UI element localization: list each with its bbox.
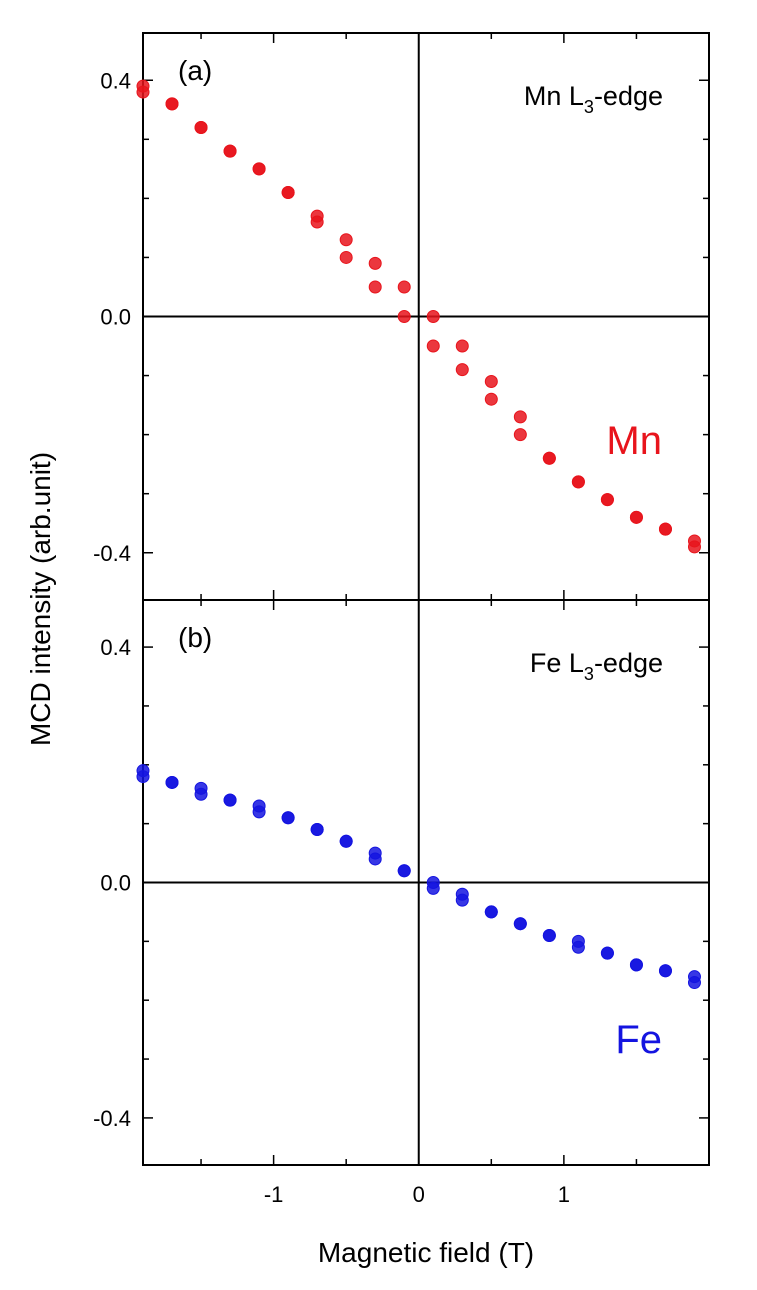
data-point [484, 374, 498, 388]
data-point [687, 534, 701, 548]
edge-label-rest: -edge [594, 81, 663, 111]
series-sweep-up [136, 764, 701, 984]
edge-label: Mn L3-edge [524, 81, 663, 117]
x-tick-label: -1 [264, 1182, 284, 1207]
data-point [136, 85, 150, 99]
data-point [368, 280, 382, 294]
data-point [397, 310, 411, 323]
edge-label-rest: -edge [594, 648, 663, 678]
data-point [455, 893, 469, 907]
x-tick-labels: -1 0 1 [264, 1182, 570, 1207]
data-point [194, 121, 208, 134]
x-tick-label: 1 [558, 1182, 570, 1207]
data-point [310, 215, 324, 229]
data-point [223, 793, 237, 807]
data-point [426, 881, 440, 895]
edge-label-subscript: 3 [584, 97, 594, 117]
data-point [368, 256, 382, 270]
data-point [658, 522, 672, 536]
data-point [600, 493, 614, 507]
data-point [281, 185, 295, 199]
y-axis-label: MCD intensity (arb.unit) [25, 452, 56, 746]
data-point [397, 864, 411, 878]
data-point [484, 905, 498, 919]
y-tick-label: 0.0 [100, 305, 131, 330]
panel-a-mn: 0.4 0.0 -0.4 (a) Mn L3-edge Mn [93, 32, 710, 601]
data-point [252, 799, 266, 813]
series-sweep-up [136, 85, 701, 548]
data-point [542, 928, 556, 942]
data-point [455, 363, 469, 377]
data-point [600, 946, 614, 960]
data-point [455, 339, 469, 353]
data-point [513, 428, 527, 442]
data-point [426, 339, 440, 353]
data-point [484, 392, 498, 406]
data-point [426, 310, 440, 323]
data-point [339, 233, 353, 247]
data-point [281, 811, 295, 825]
data-point [194, 781, 208, 795]
element-label: Fe [615, 1018, 662, 1062]
data-point [687, 970, 701, 984]
y-tick-label: 0.0 [100, 871, 131, 896]
x-axis-label: Magnetic field (T) [318, 1237, 534, 1268]
data-point [513, 410, 527, 424]
edge-label: Fe L3-edge [530, 648, 663, 684]
y-tick-label: 0.4 [100, 68, 131, 93]
data-point [571, 940, 585, 954]
panel-label: (a) [178, 55, 212, 86]
data-point [397, 280, 411, 294]
data-point [658, 964, 672, 978]
data-point [339, 834, 353, 848]
panel-label: (b) [178, 622, 212, 653]
data-point [542, 451, 556, 465]
data-point [339, 250, 353, 264]
element-label: Mn [606, 419, 662, 463]
edge-label-subscript: 3 [584, 664, 594, 684]
data-point [310, 823, 324, 837]
data-point [629, 958, 643, 972]
panel-b-fe: 0.4 0.0 -0.4 (b) Fe L3-edge Fe [93, 599, 710, 1166]
data-point [165, 775, 179, 789]
y-tick-label: 0.4 [100, 635, 131, 660]
data-point [165, 97, 179, 111]
data-point [368, 852, 382, 866]
x-tick-label: 0 [413, 1182, 425, 1207]
y-tick-label: -0.4 [93, 1106, 131, 1131]
data-point [223, 144, 237, 158]
edge-label-main: Mn L [524, 81, 584, 111]
data-point [513, 917, 527, 931]
y-tick-label: -0.4 [93, 541, 131, 566]
data-point [571, 475, 585, 489]
data-point [629, 510, 643, 524]
edge-label-main: Fe L [530, 648, 584, 678]
data-point [252, 162, 266, 176]
data-point [136, 764, 150, 778]
